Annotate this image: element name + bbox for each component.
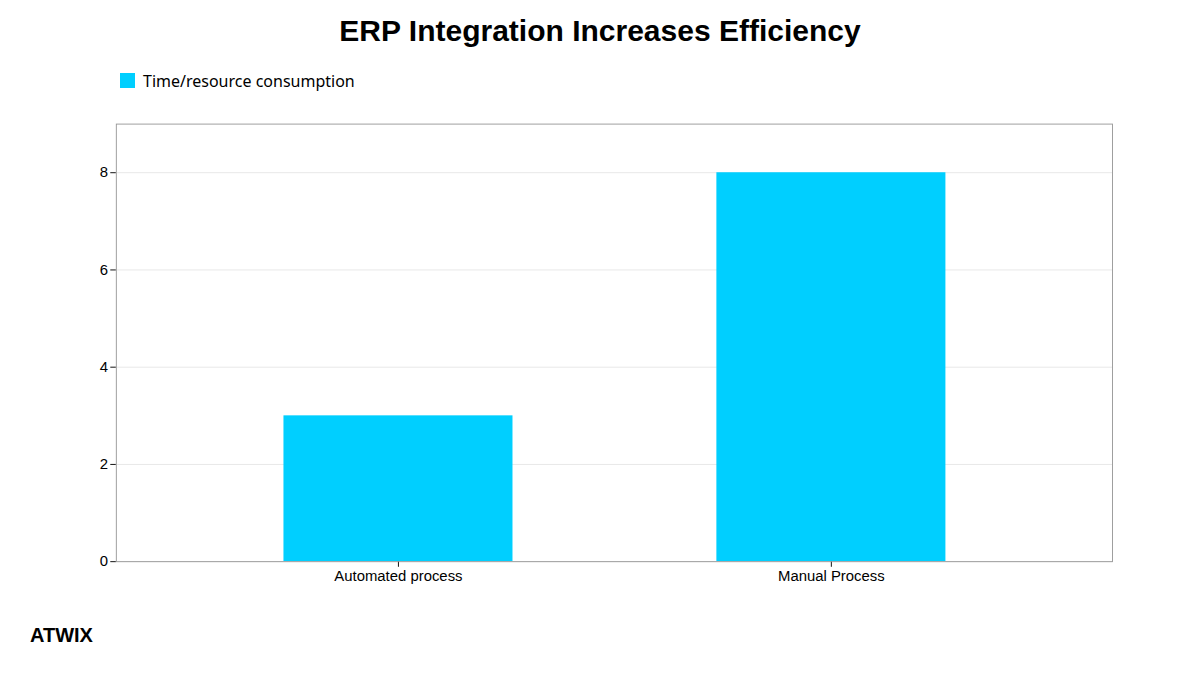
svg-text:6: 6 <box>100 262 108 278</box>
html-text:ERP Integration Increases Effi: ERP Integration Increases Efficiency <box>339 14 861 47</box>
svg-text:8: 8 <box>100 164 108 180</box>
svg-text:2: 2 <box>100 456 108 472</box>
svg-text:4: 4 <box>100 359 108 375</box>
svg-text:Automated process: Automated process <box>334 568 462 584</box>
html-text:Time/resource consumption: Time/resource consumption <box>143 69 355 92</box>
svg-text:0: 0 <box>100 553 108 569</box>
svg-text:Manual Process: Manual Process <box>778 568 885 584</box>
html-text:ATWIX: ATWIX <box>30 623 93 646</box>
